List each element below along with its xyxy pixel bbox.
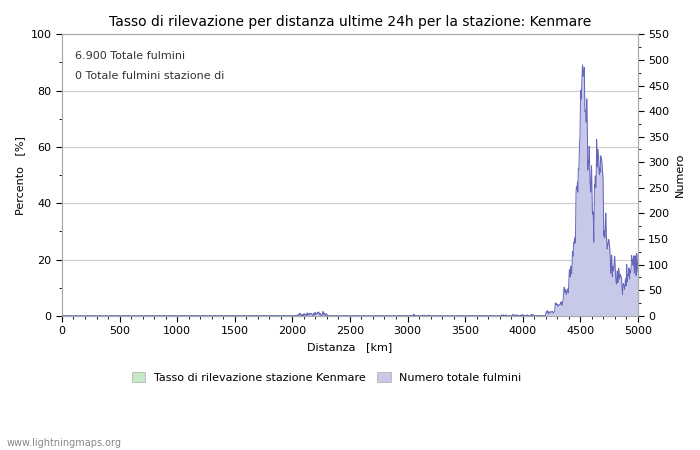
Text: 0 Totale fulmini stazione di: 0 Totale fulmini stazione di: [75, 71, 224, 81]
Y-axis label: Percento   [%]: Percento [%]: [15, 135, 25, 215]
Legend: Tasso di rilevazione stazione Kenmare, Numero totale fulmini: Tasso di rilevazione stazione Kenmare, N…: [132, 372, 522, 383]
Text: 6.900 Totale fulmini: 6.900 Totale fulmini: [75, 51, 185, 61]
Text: www.lightningmaps.org: www.lightningmaps.org: [7, 438, 122, 448]
Y-axis label: Numero: Numero: [675, 153, 685, 197]
Title: Tasso di rilevazione per distanza ultime 24h per la stazione: Kenmare: Tasso di rilevazione per distanza ultime…: [108, 15, 591, 29]
X-axis label: Distanza   [km]: Distanza [km]: [307, 342, 393, 352]
